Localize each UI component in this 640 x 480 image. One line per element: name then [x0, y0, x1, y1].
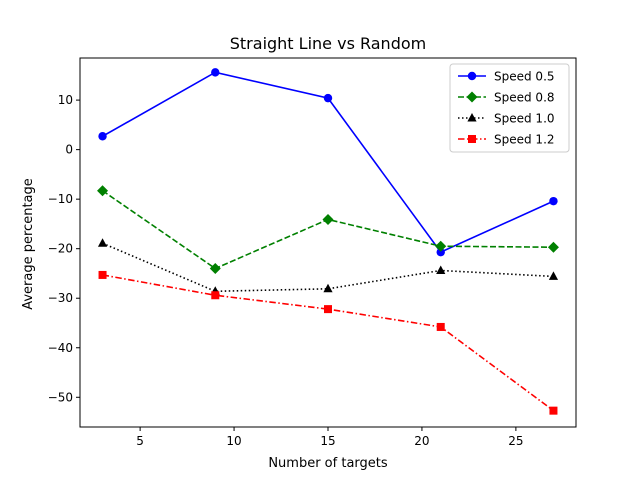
data-point: [322, 213, 334, 225]
data-point: [323, 93, 333, 103]
y-tick-label: −10: [48, 192, 73, 206]
legend-label: Speed 0.5: [494, 70, 555, 84]
legend-label: Speed 1.2: [494, 133, 555, 147]
x-tick-label: 10: [226, 434, 241, 448]
data-point: [436, 265, 446, 274]
legend-marker: [466, 91, 478, 103]
data-point: [547, 241, 559, 253]
data-point: [436, 322, 445, 331]
plot-area: 5 10 15 20 25 10 0 −10 −20 −30 −40 −50: [48, 57, 577, 448]
legend-label: Speed 0.8: [494, 91, 555, 105]
legend-marker: [468, 135, 476, 143]
data-point: [97, 185, 109, 197]
data-point: [211, 68, 220, 77]
x-tick-label: 5: [136, 434, 144, 448]
data-point: [98, 270, 107, 279]
y-tick-label: 10: [58, 93, 73, 107]
data-point: [97, 238, 108, 247]
x-axis-label: Number of targets: [268, 456, 388, 471]
chart-title: Straight Line vs Random: [230, 34, 426, 53]
x-tick-label: 25: [508, 434, 523, 448]
y-tick-label: −20: [48, 242, 73, 256]
data-point: [98, 132, 107, 141]
y-axis-label: Average percentage: [21, 178, 36, 310]
y-tick-label: −30: [48, 291, 73, 305]
legend-label: Speed 1.0: [494, 112, 555, 126]
data-point: [548, 271, 559, 280]
legend-box: [449, 63, 570, 153]
data-point: [436, 247, 445, 257]
x-tick-label: 15: [320, 434, 335, 448]
data-point: [549, 196, 558, 206]
data-point: [211, 291, 220, 300]
data-point: [324, 305, 332, 314]
legend-marker: [467, 113, 477, 122]
legend: Speed 0.5 Speed 0.8 Speed 1.0 Speed 1.2: [449, 63, 570, 153]
data-point: [323, 283, 333, 293]
data-point: [209, 263, 221, 275]
y-tick-label: −50: [48, 390, 73, 404]
data-point: [435, 240, 447, 252]
y-tick-label: −40: [48, 341, 73, 355]
legend-marker: [467, 71, 477, 81]
x-tick-label: 20: [414, 434, 429, 448]
data-point: [549, 406, 558, 415]
y-tick-label: 0: [65, 143, 73, 157]
